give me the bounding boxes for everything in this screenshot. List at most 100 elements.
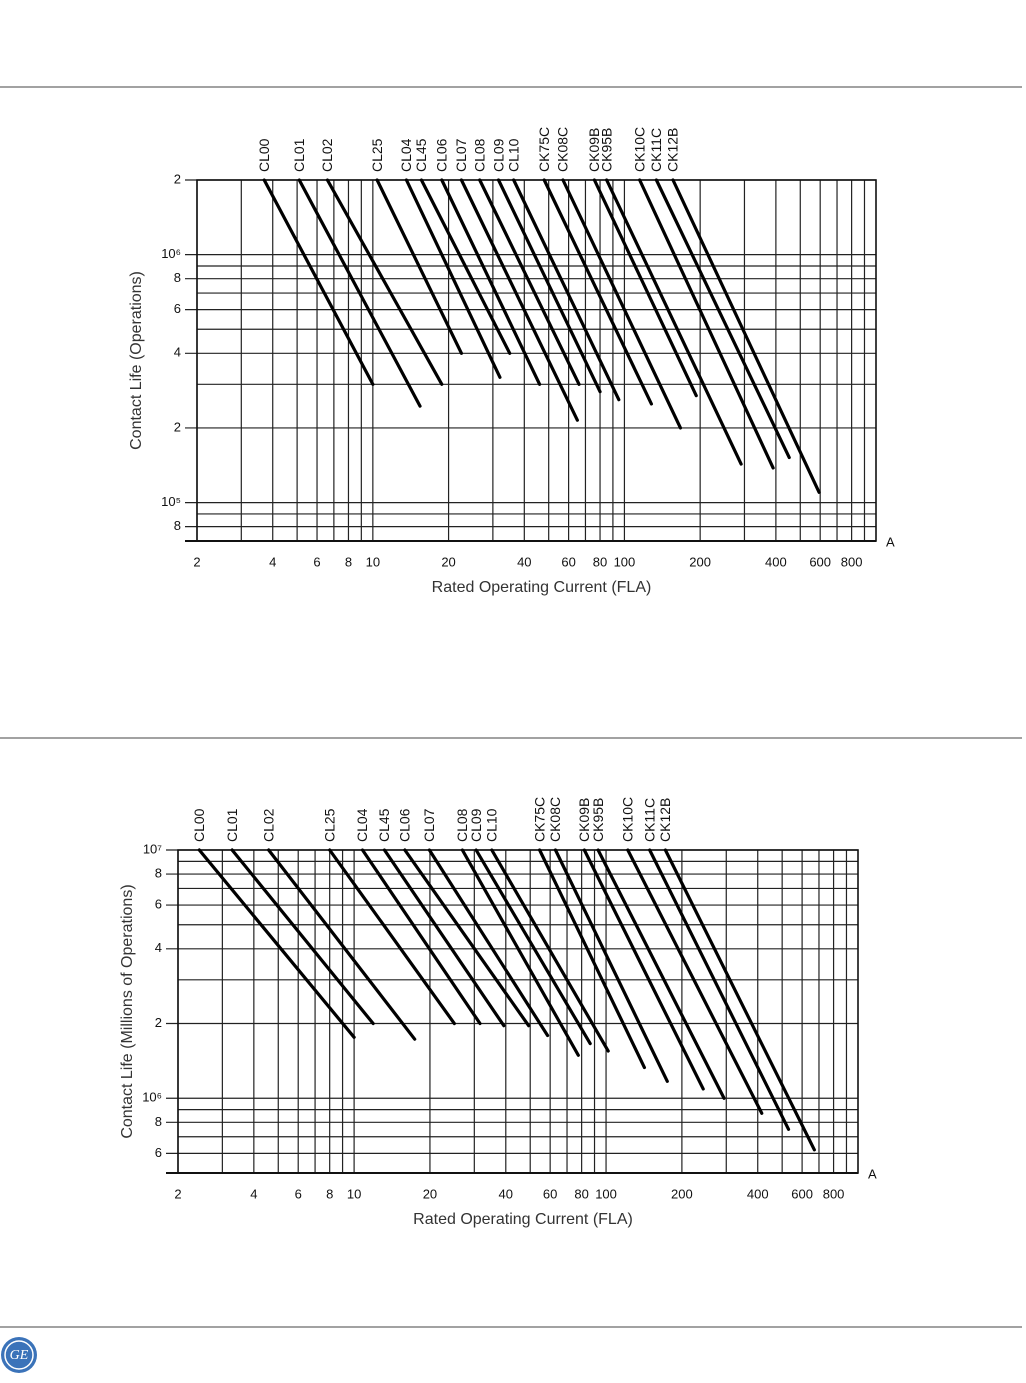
line bbox=[403, 848, 531, 1028]
line bbox=[267, 848, 417, 1041]
svg-text:GE: GE bbox=[10, 1348, 29, 1363]
line bbox=[360, 848, 482, 1026]
series-label: CL09 bbox=[468, 808, 484, 842]
line bbox=[197, 848, 356, 1039]
x-tick-label: 80 bbox=[574, 1186, 588, 1201]
x-tick-label: 2 bbox=[193, 554, 200, 569]
y-tick-label: 8 bbox=[174, 270, 181, 285]
series-label: CK12B bbox=[657, 798, 673, 842]
x-tick-label: 4 bbox=[250, 1186, 257, 1201]
line bbox=[512, 178, 621, 402]
x-tick-label: 60 bbox=[543, 1186, 557, 1201]
series-label: CL45 bbox=[376, 808, 392, 842]
x-tick-label: 10 bbox=[347, 1186, 361, 1201]
series-label: CK09B bbox=[576, 798, 592, 842]
line bbox=[496, 178, 602, 394]
ge-logo: GE bbox=[1, 1337, 37, 1373]
line bbox=[654, 178, 791, 460]
y-tick-label: 4 bbox=[174, 345, 181, 360]
y-tick-label: 6 bbox=[155, 1145, 162, 1160]
x-tick-label: 800 bbox=[841, 554, 863, 569]
x-tick-label: 400 bbox=[747, 1186, 769, 1201]
series-label: CL08 bbox=[454, 808, 470, 842]
line bbox=[553, 848, 669, 1083]
line bbox=[375, 178, 464, 355]
x-axis-label: Rated Operating Current (FLA) bbox=[413, 1211, 633, 1228]
line bbox=[419, 178, 512, 355]
x-tick-label: 200 bbox=[689, 554, 711, 569]
series-label: CK11C bbox=[648, 128, 664, 172]
line bbox=[596, 848, 726, 1100]
line bbox=[440, 178, 542, 386]
x-tick-label: 100 bbox=[595, 1186, 617, 1201]
y-tick-label: 6 bbox=[174, 301, 181, 316]
x-tick-label: 4 bbox=[269, 554, 276, 569]
y-tick-label: 8 bbox=[155, 1114, 162, 1129]
series-label: CL04 bbox=[354, 808, 370, 842]
series-label: CL00 bbox=[256, 138, 272, 172]
series-label: CK08C bbox=[547, 797, 563, 842]
x-tick-label: 6 bbox=[313, 554, 320, 569]
line bbox=[297, 178, 422, 408]
series-label: CK09B bbox=[586, 128, 602, 172]
y-tick-label: 10⁶ bbox=[161, 246, 181, 261]
x-tick-label: 8 bbox=[345, 554, 352, 569]
series-label: CL02 bbox=[260, 808, 276, 842]
line bbox=[663, 848, 816, 1152]
line bbox=[638, 178, 775, 470]
y-axis-label: Contact Life (Millions of Operations) bbox=[119, 884, 136, 1138]
series-label: CL01 bbox=[291, 138, 307, 172]
line bbox=[605, 178, 743, 466]
y-tick-label: 4 bbox=[155, 940, 162, 955]
series-label: CL25 bbox=[369, 138, 385, 172]
line bbox=[427, 848, 550, 1038]
y-tick-label: 2 bbox=[174, 419, 181, 434]
line bbox=[262, 178, 375, 386]
line bbox=[230, 848, 375, 1026]
series-label: CK10C bbox=[620, 797, 636, 842]
line bbox=[404, 178, 502, 379]
series-label: CL06 bbox=[397, 808, 413, 842]
line bbox=[542, 178, 653, 406]
series-label: CK11C bbox=[641, 798, 657, 842]
line bbox=[538, 848, 647, 1070]
y-tick-label: 10⁵ bbox=[161, 494, 181, 509]
x-tick-label: 20 bbox=[441, 554, 455, 569]
y-tick-label: 2 bbox=[155, 1015, 162, 1030]
y-tick-label: 2 bbox=[174, 171, 181, 186]
line bbox=[561, 178, 683, 430]
x-axis-label: Rated Operating Current (FLA) bbox=[432, 579, 652, 596]
series-label: CL10 bbox=[484, 808, 500, 842]
x-tick-label: 8 bbox=[326, 1186, 333, 1201]
y-tick-label: 8 bbox=[174, 518, 181, 533]
series-label: CK75C bbox=[536, 127, 552, 172]
x-unit: A bbox=[868, 1166, 877, 1181]
line bbox=[382, 848, 506, 1028]
line bbox=[325, 178, 444, 386]
x-tick-label: 600 bbox=[809, 554, 831, 569]
line bbox=[582, 848, 705, 1091]
x-tick-label: 60 bbox=[561, 554, 575, 569]
x-tick-label: 40 bbox=[517, 554, 531, 569]
x-unit: A bbox=[886, 534, 895, 549]
x-tick-label: 400 bbox=[765, 554, 787, 569]
x-tick-label: 80 bbox=[593, 554, 607, 569]
x-tick-label: 6 bbox=[295, 1186, 302, 1201]
series-label: CL00 bbox=[191, 808, 207, 842]
y-tick-label: 6 bbox=[155, 897, 162, 912]
series-label: CK08C bbox=[555, 127, 571, 172]
line bbox=[474, 848, 592, 1046]
line bbox=[648, 848, 791, 1131]
x-tick-label: 40 bbox=[499, 1186, 513, 1201]
series-label: CL07 bbox=[421, 808, 437, 842]
line bbox=[592, 178, 698, 398]
series-label: CL04 bbox=[398, 138, 414, 172]
line bbox=[328, 848, 456, 1026]
series-label: CL10 bbox=[505, 138, 521, 172]
series-label: CL25 bbox=[321, 808, 337, 842]
x-tick-label: 100 bbox=[614, 554, 636, 569]
x-tick-label: 600 bbox=[791, 1186, 813, 1201]
x-tick-label: 10 bbox=[366, 554, 380, 569]
